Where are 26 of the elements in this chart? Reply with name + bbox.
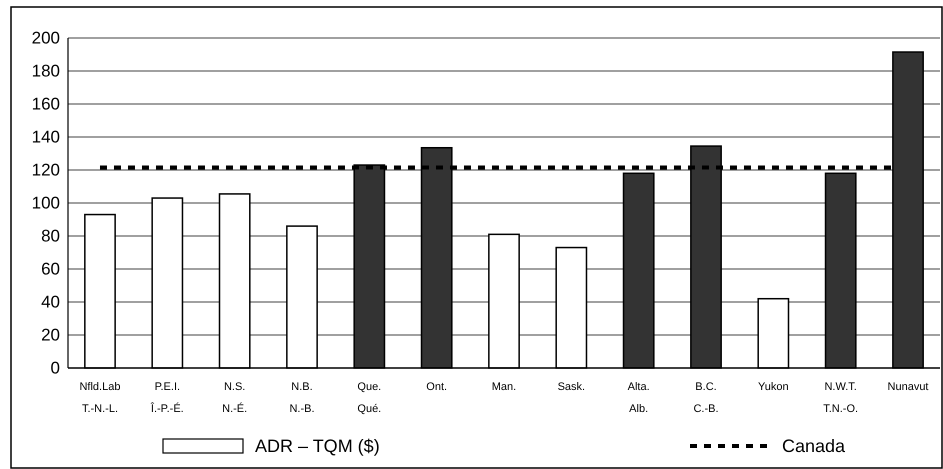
x-tick-label: Alta. Alb. [628,381,650,415]
y-tick-label: 60 [41,260,60,278]
y-tick-label: 20 [41,326,60,344]
x-tick-label: Yukon [758,381,789,393]
x-tick-label: Que. Qué. [357,381,382,415]
legend-label: ADR – TQM ($) [255,436,380,456]
y-tick-label: 160 [32,94,60,114]
x-tick-label: B.C. C.-B. [693,381,719,415]
x-tick-label: Sask. [558,381,586,393]
x-tick-label: P.E.I. Î.-P.-É. [150,381,184,415]
x-tick-label: Nfld.Lab T.-N.-L. [79,381,120,415]
y-tick-label: 120 [32,160,60,180]
x-tick-label: N.B. N.-B. [289,381,315,415]
y-tick-label: 100 [32,194,60,212]
x-tick-label: Nunavut [888,381,929,393]
y-tick-label: 0 [50,358,60,378]
x-tick-label: N.S. N.-É. [222,381,248,415]
y-tick-label: 80 [41,226,60,246]
x-tick-label: Ont. [426,381,448,393]
legend-label: Canada [782,436,846,456]
y-tick-label: 200 [32,28,60,48]
y-tick-label: 180 [32,62,60,80]
x-tick-label: N.W.T. T.N.-O. [823,381,858,415]
y-tick-label: 40 [41,292,60,312]
y-tick-label: 140 [32,128,60,146]
x-tick-label: Man. [492,381,516,393]
